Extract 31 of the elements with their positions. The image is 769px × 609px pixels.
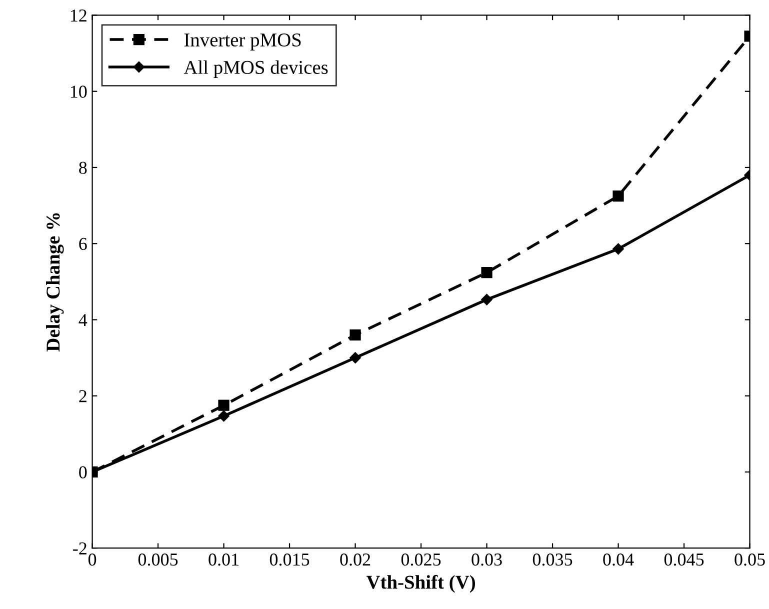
y-tick-label: 8	[79, 162, 87, 174]
x-tick-label: 0.005	[138, 553, 178, 566]
x-tick-label: 0	[88, 553, 96, 566]
x-tick-label: 0.035	[532, 553, 572, 566]
y-tick-label: 10	[70, 86, 87, 98]
x-tick-label: 0.02	[340, 553, 370, 566]
y-tick-label: 2	[79, 390, 86, 402]
y-tick-label: -2	[73, 542, 86, 554]
y-tick-label: 0	[79, 466, 87, 478]
y-tick-label: 6	[79, 238, 87, 250]
x-tick-label: 0.04	[603, 553, 634, 566]
point	[481, 294, 492, 306]
x-tick-label: 0.05	[734, 553, 765, 566]
x-tick-label: 0.01	[208, 553, 238, 566]
point	[350, 329, 361, 341]
point	[218, 400, 230, 411]
x-tick-label: 0.025	[401, 553, 441, 566]
point	[218, 410, 230, 422]
legend-label: Inverter pMOS	[184, 33, 301, 50]
point	[612, 190, 624, 202]
x-tick-label: 0.045	[664, 553, 704, 566]
point	[612, 243, 624, 255]
x-tick-label: 0.03	[472, 553, 502, 566]
x-axis-title: Vth-Shift (V)	[366, 574, 475, 593]
x-tick-label: 0.015	[270, 553, 310, 566]
y-tick-label: 4	[78, 314, 88, 326]
legend-label: All pMOS devices	[184, 60, 328, 78]
point	[350, 352, 361, 364]
y-tick-label: 12	[70, 10, 86, 22]
point	[481, 266, 492, 278]
y-axis-title: Delay Change %	[46, 213, 64, 352]
